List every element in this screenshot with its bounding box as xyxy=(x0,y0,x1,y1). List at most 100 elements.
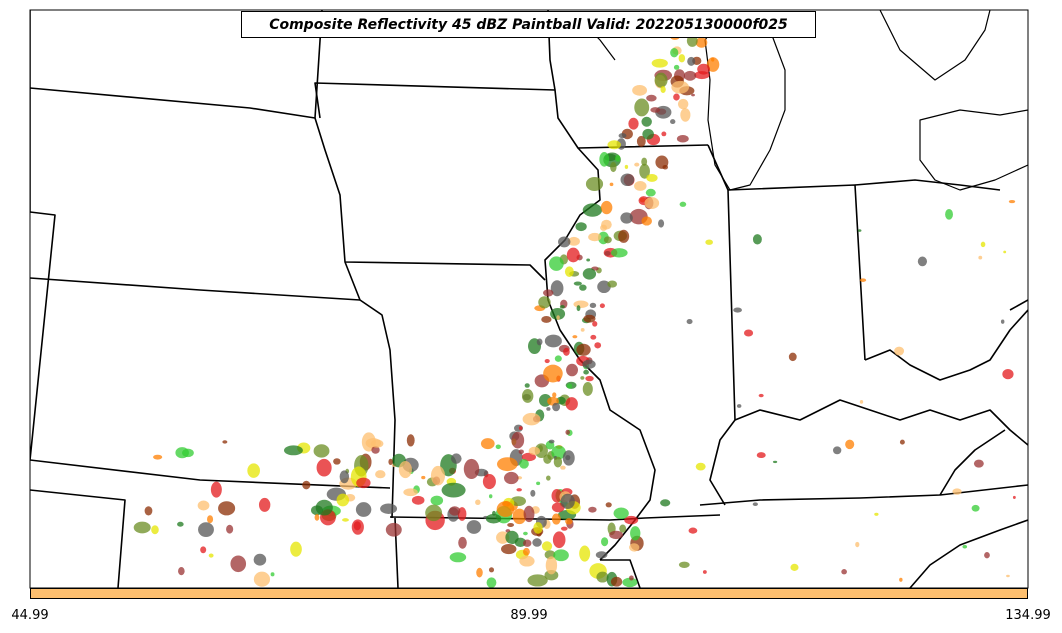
reflectivity-cell xyxy=(518,426,523,431)
reflectivity-cell xyxy=(641,216,652,226)
reflectivity-cell xyxy=(752,234,762,245)
reflectivity-cell xyxy=(589,302,597,308)
reflectivity-cell xyxy=(654,72,668,88)
reflectivity-cell xyxy=(371,446,380,454)
reflectivity-cell xyxy=(679,201,687,207)
reflectivity-cell xyxy=(758,393,764,398)
reflectivity-cell xyxy=(406,434,415,447)
reflectivity-cell xyxy=(618,133,627,139)
reflectivity-cell xyxy=(230,555,247,573)
reflectivity-cell xyxy=(375,470,386,479)
reflectivity-cell xyxy=(556,396,566,405)
reflectivity-cell xyxy=(226,524,234,534)
reflectivity-cell xyxy=(488,567,495,573)
reflectivity-cell xyxy=(855,541,860,548)
reflectivity-cell xyxy=(603,236,612,244)
reflectivity-cell xyxy=(565,454,571,461)
reflectivity-cell xyxy=(596,571,609,583)
reflectivity-cell xyxy=(772,460,778,464)
reflectivity-cell xyxy=(573,281,582,286)
reflectivity-cell xyxy=(661,131,667,137)
reflectivity-cell xyxy=(511,431,525,449)
reflectivity-cell xyxy=(519,459,529,469)
reflectivity-cell xyxy=(527,574,548,587)
reflectivity-cell xyxy=(519,555,535,567)
reflectivity-cell xyxy=(790,563,799,571)
reflectivity-cell xyxy=(512,508,527,525)
reflectivity-cell xyxy=(558,236,571,248)
reflectivity-cell xyxy=(646,94,657,102)
reflectivity-cell xyxy=(660,85,666,94)
reflectivity-cell xyxy=(642,128,654,140)
reflectivity-cell xyxy=(832,446,842,455)
reflectivity-cell xyxy=(678,561,690,568)
reflectivity-cell xyxy=(560,526,568,531)
reflectivity-cell xyxy=(1002,368,1014,380)
reflectivity-cell xyxy=(582,382,593,396)
reflectivity-cell xyxy=(756,452,766,459)
reflectivity-cell xyxy=(688,527,698,534)
reflectivity-cell xyxy=(671,80,689,94)
reflectivity-cell xyxy=(466,520,482,534)
reflectivity-cell xyxy=(421,475,426,480)
reflectivity-cell xyxy=(615,155,621,162)
reflectivity-cell xyxy=(536,481,541,486)
reflectivity-cell xyxy=(425,504,443,522)
reflectivity-cell xyxy=(516,488,522,492)
reflectivity-cell xyxy=(678,54,686,63)
reflectivity-cell xyxy=(670,119,676,125)
reflectivity-cell xyxy=(370,439,384,448)
reflectivity-cell xyxy=(544,334,562,348)
reflectivity-cell xyxy=(610,576,623,587)
reflectivity-cell xyxy=(342,518,349,522)
reflectivity-cell xyxy=(521,452,536,462)
reflectivity-cell xyxy=(496,501,515,517)
reflectivity-cell xyxy=(945,208,953,220)
reflectivity-cell xyxy=(545,556,558,575)
reflectivity-cell xyxy=(552,392,557,398)
reflectivity-cell xyxy=(556,315,560,320)
reflectivity-cell xyxy=(622,577,638,588)
reflectivity-cell xyxy=(610,161,617,173)
reflectivity-cell xyxy=(388,458,393,465)
reflectivity-cell xyxy=(565,397,578,411)
reflectivity-cell xyxy=(485,513,502,524)
reflectivity-cell xyxy=(567,236,580,246)
reflectivity-cell xyxy=(218,501,236,516)
reflectivity-cell xyxy=(579,545,591,562)
reflectivity-cell xyxy=(683,70,697,81)
reflectivity-cell xyxy=(670,47,679,58)
reflectivity-cell xyxy=(560,465,566,470)
reflectivity-cell xyxy=(207,515,214,524)
reflectivity-cell xyxy=(585,177,604,192)
reflectivity-cell xyxy=(580,376,585,380)
reflectivity-cell xyxy=(733,307,742,313)
reflectivity-cell xyxy=(624,515,639,525)
reflectivity-paintball-layer xyxy=(133,31,1016,588)
reflectivity-cell xyxy=(565,429,570,435)
reflectivity-cell xyxy=(403,488,418,497)
reflectivity-cell xyxy=(859,399,864,404)
reflectivity-cell xyxy=(874,512,879,516)
reflectivity-cell xyxy=(609,530,624,540)
reflectivity-cell xyxy=(551,513,561,525)
reflectivity-cell xyxy=(980,241,986,248)
reflectivity-cell xyxy=(686,319,693,325)
reflectivity-cell xyxy=(694,71,710,80)
reflectivity-cell xyxy=(629,575,634,581)
reflectivity-cell xyxy=(200,546,207,554)
reflectivity-cell xyxy=(316,458,332,477)
reflectivity-cell xyxy=(634,162,640,167)
reflectivity-cell xyxy=(736,404,742,408)
reflectivity-cell xyxy=(583,314,596,323)
reflectivity-cell xyxy=(210,481,222,498)
reflectivity-cell xyxy=(458,536,467,549)
reflectivity-cell xyxy=(984,552,990,559)
reflectivity-cell xyxy=(857,229,862,232)
reflectivity-cell xyxy=(629,543,640,552)
reflectivity-cell xyxy=(253,553,267,566)
reflectivity-cell xyxy=(971,504,980,512)
reflectivity-cell xyxy=(604,250,611,256)
reflectivity-cell xyxy=(641,157,648,166)
map-title: Composite Reflectivity 45 dBZ Paintball … xyxy=(241,11,816,38)
